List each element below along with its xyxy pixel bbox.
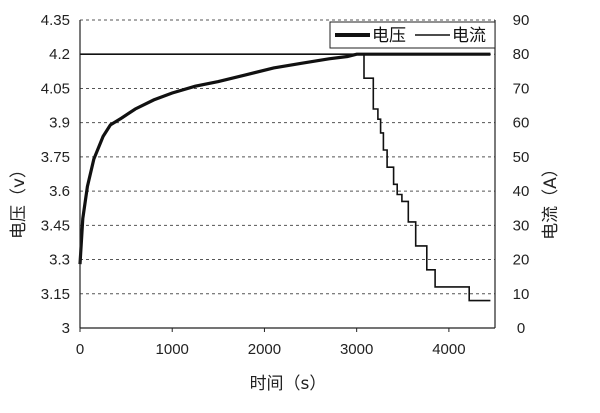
y-right-tick-label: 10 <box>513 286 530 303</box>
y-left-tick-label: 4.35 <box>41 12 70 29</box>
legend: 电压 电流 <box>329 21 496 49</box>
y-left-tick-label: 4.2 <box>49 46 70 63</box>
grid-lines <box>80 19 495 295</box>
y-left-tick-label: 4.05 <box>41 80 70 97</box>
x-tick-label: 1000 <box>156 341 189 358</box>
x-tick-label: 3000 <box>340 341 373 358</box>
x-tick-label: 4000 <box>432 341 465 358</box>
y-left-tick-label: 3 <box>62 320 70 337</box>
x-axis-title: 时间（s） <box>250 374 327 394</box>
axes <box>79 20 496 329</box>
y-left-tick-label: 3.15 <box>41 286 70 303</box>
y-right-tick-label: 30 <box>513 217 530 234</box>
tick-labels: 3 3.15 3.3 3.45 3.6 3.75 3.9 4.05 4.2 4.35 0 10 20 30… <box>41 12 530 358</box>
y-right-tick-label: 60 <box>513 115 530 132</box>
y-right-tick-label: 20 <box>513 252 530 269</box>
left-axis-title: 电压（v） <box>9 161 29 239</box>
y-right-tick-label: 0 <box>517 320 525 337</box>
x-tick-label: 0 <box>76 341 84 358</box>
y-left-tick-label: 3.75 <box>41 149 70 166</box>
voltage-series-line <box>78 52 491 265</box>
x-tick-label: 2000 <box>248 341 281 358</box>
y-left-tick-label: 3.3 <box>49 252 70 269</box>
y-left-tick-label: 3.45 <box>41 217 70 234</box>
current-series-line <box>80 53 491 302</box>
y-left-tick-label: 3.9 <box>49 115 70 132</box>
y-right-tick-label: 50 <box>513 149 530 166</box>
series-layer <box>78 52 491 302</box>
y-right-tick-label: 80 <box>513 46 530 63</box>
legend-current-label: 电流 <box>452 26 486 46</box>
y-left-tick-label: 3.6 <box>49 183 70 200</box>
right-axis-title: 电流（A） <box>541 160 561 240</box>
legend-voltage-label: 电压 <box>372 26 406 46</box>
y-right-tick-label: 40 <box>513 183 530 200</box>
y-right-tick-label: 90 <box>513 12 530 29</box>
y-right-tick-label: 70 <box>513 80 530 97</box>
